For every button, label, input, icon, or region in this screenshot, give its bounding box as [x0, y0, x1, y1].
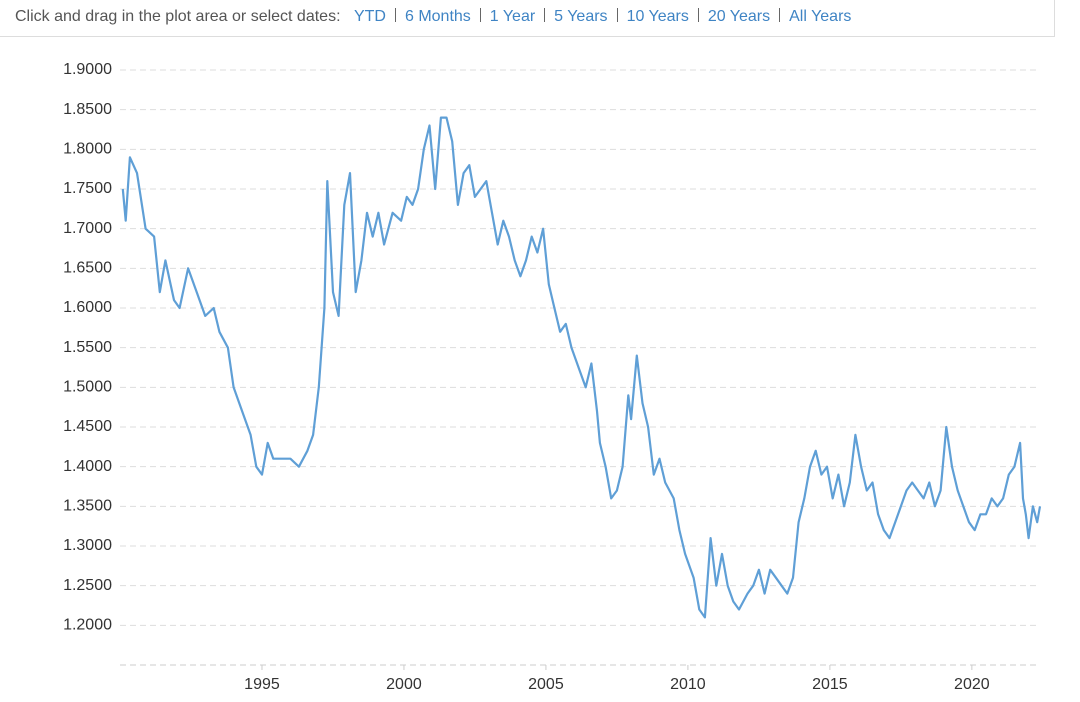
range-link[interactable]: All Years: [789, 8, 852, 25]
y-tick-label: 1.6500: [63, 260, 112, 277]
range-link[interactable]: 5 Years: [554, 8, 608, 25]
x-tick-label: 2010: [670, 676, 706, 693]
x-tick-label: 2000: [386, 676, 422, 693]
separator: [394, 8, 396, 22]
x-tick-label: 2005: [528, 676, 564, 693]
y-tick-label: 1.4000: [63, 458, 112, 475]
y-tick-label: 1.2000: [63, 617, 112, 634]
x-tick-label: 1995: [244, 676, 280, 693]
y-tick-label: 1.7500: [63, 180, 112, 197]
x-tick-label: 2015: [812, 676, 848, 693]
y-tick-label: 1.3000: [63, 537, 112, 554]
y-tick-label: 1.6000: [63, 299, 112, 316]
y-tick-label: 1.4500: [63, 418, 112, 435]
prompt: Click and drag in the plot area or selec…: [15, 8, 341, 25]
y-tick-label: 1.8500: [63, 101, 112, 118]
range-link[interactable]: 20 Years: [707, 8, 771, 25]
y-tick-label: 1.8000: [63, 141, 112, 158]
y-tick-label: 1.2500: [63, 577, 112, 594]
data-line: [121, 116, 1042, 619]
separator: [779, 8, 781, 22]
separator: [544, 8, 546, 22]
range-link[interactable]: 1 Year: [489, 8, 536, 25]
y-tick-label: 1.5500: [63, 339, 112, 356]
separator: [697, 8, 699, 22]
y-tick-label: 1.3500: [63, 498, 112, 515]
x-tick-label: 2020: [954, 676, 990, 693]
y-tick-label: 1.7000: [63, 220, 112, 237]
range-link[interactable]: YTD: [353, 8, 386, 25]
separator: [616, 8, 618, 22]
y-tick-label: 1.9000: [63, 61, 112, 78]
range-selector: Click and drag in the plot area or selec…: [0, 0, 1055, 37]
range-link[interactable]: 10 Years: [626, 8, 689, 25]
separator: [479, 8, 481, 22]
range-links: YTD 6 Months 1 Year 5 Years 10 Years 20 Years…: [345, 8, 860, 25]
y-tick-label: 1.5000: [63, 379, 112, 396]
range-link[interactable]: 6 Months: [404, 8, 471, 25]
